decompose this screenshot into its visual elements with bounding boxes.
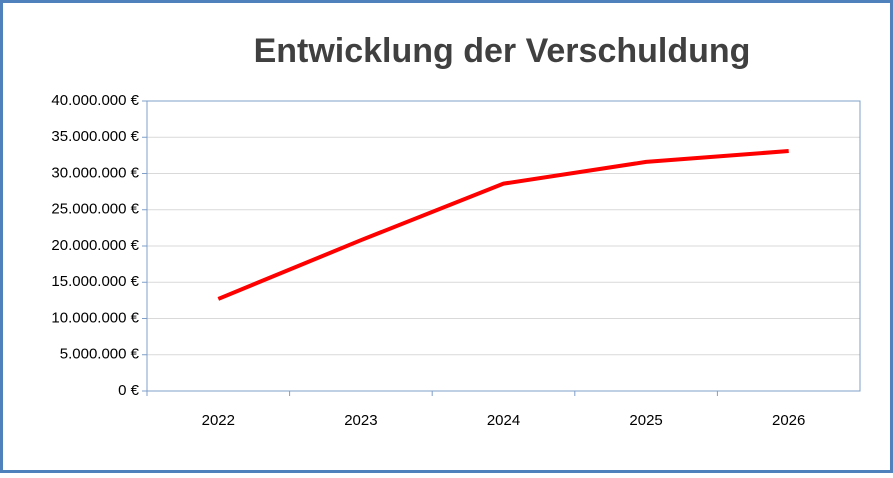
y-tick-label: 30.000.000 € — [51, 164, 139, 181]
y-tick-label: 25.000.000 € — [51, 201, 139, 218]
y-tick-label: 35.000.000 € — [51, 128, 139, 145]
y-tick-label: 20.000.000 € — [51, 237, 139, 254]
y-tick-label: 5.000.000 € — [60, 346, 140, 363]
y-tick-label: 40.000.000 € — [51, 92, 139, 109]
line-series — [217, 149, 789, 301]
x-tick-label: 2024 — [487, 412, 520, 429]
y-tick-label: 10.000.000 € — [51, 309, 139, 326]
chart-title: Entwicklung der Verschuldung — [254, 32, 751, 70]
x-tick-label: 2023 — [344, 412, 377, 429]
x-tick-label: 2025 — [629, 412, 662, 429]
plot-frame — [146, 100, 861, 392]
y-tick-label: 0 € — [118, 382, 140, 399]
y-tick-label: 15.000.000 € — [51, 273, 139, 290]
x-tick-label: 2026 — [772, 412, 805, 429]
x-tick-label: 2022 — [202, 412, 235, 429]
